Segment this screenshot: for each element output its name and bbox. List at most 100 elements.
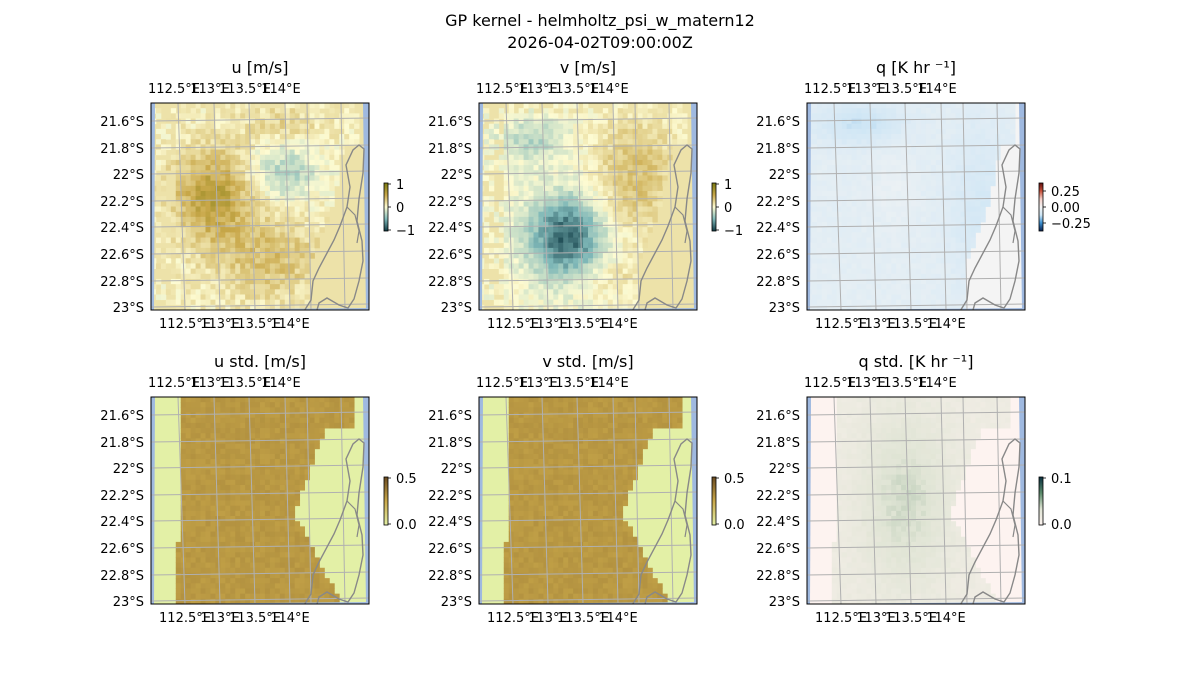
heatmap-cell [861,304,867,310]
heatmap-cell [821,123,828,130]
heatmap-cell [200,273,206,280]
heatmap-cell [876,278,882,285]
heatmap-cell [662,113,668,119]
heatmap-cell [185,175,192,182]
heatmap-cell [185,552,192,558]
heatmap-cell [925,304,932,310]
heatmap-cell [811,263,818,269]
heatmap-cell [240,211,246,218]
heatmap-cell [205,185,211,192]
heatmap-cell [632,273,638,280]
heatmap-cell [264,572,271,579]
lat-tick: 22.2°S [428,195,472,210]
heatmap-cell [602,201,609,207]
heatmap-cell [816,268,823,275]
heatmap-cell [652,134,658,140]
heatmap-cell [583,258,589,264]
heatmap-cell [299,216,305,223]
heatmap-cell [503,196,510,202]
heatmap-cell [811,289,818,295]
heatmap-cell [200,505,206,512]
heatmap-cell [255,536,261,543]
heatmap-cell [269,201,276,207]
heatmap-cell [891,175,897,182]
heatmap-cell [245,505,251,512]
heatmap-cell [230,232,236,238]
heatmap-cell [940,242,947,249]
heatmap-cell [538,289,544,295]
heatmap-cell [861,227,867,233]
heatmap-cell [588,273,594,280]
heatmap-cell [881,175,887,182]
heatmap-cell [955,294,961,301]
heatmap-cell [811,190,818,197]
heatmap-cell [836,134,843,140]
heatmap-cell [195,510,201,517]
heatmap-cell [215,510,221,517]
heatmap-cell [250,479,256,486]
heatmap-cell [896,222,902,228]
heatmap-cell [200,422,206,429]
heatmap-cell [245,402,251,408]
heatmap-cell [816,289,823,295]
heatmap-cell [642,180,648,187]
heatmap-cell [935,299,942,306]
heatmap-cell [622,175,629,182]
heatmap-cell [225,278,231,285]
heatmap-cell [811,165,818,171]
heatmap-cell [264,402,271,408]
heatmap-cell [180,165,187,171]
heatmap-cell [260,113,266,119]
heatmap-cell [210,469,216,476]
heatmap-cell [637,211,643,218]
heatmap-cell [205,258,211,264]
heatmap-cell [841,237,848,244]
heatmap-cell [935,103,942,109]
heatmap-cell [284,154,291,161]
heatmap-cell [602,123,609,130]
heatmap-cell [632,227,638,233]
figure-title-line1: GP kernel - helmholtz_psi_w_matern12 [445,11,755,30]
lon-tick-bottom: 113°E [528,317,568,332]
heatmap-cell [508,304,515,310]
heatmap-cell [533,196,539,202]
heatmap-cell [334,180,340,187]
heatmap-cell [200,206,206,213]
heatmap-cell [533,232,539,238]
heatmap-cell [334,103,340,109]
heatmap-cell [225,588,231,595]
heatmap-cell [185,453,192,460]
lon-tick-top: 113.5°E [875,82,927,97]
heatmap-cell [165,165,172,171]
heatmap-cell [836,103,843,109]
heatmap-cell [235,103,241,109]
heatmap-cell [891,227,897,233]
heatmap-cell [309,237,315,244]
heatmap-cell [672,128,678,135]
heatmap-cell [831,134,838,140]
heatmap-cell [945,263,952,269]
heatmap-cell [334,134,340,140]
heatmap-cell [245,201,251,207]
heatmap-cell [851,128,857,135]
heatmap-cell [1005,139,1011,145]
heatmap-cell [607,263,614,269]
heatmap-cell [160,294,167,301]
heatmap-cell [240,201,246,207]
heatmap-cell [185,588,192,595]
heatmap-cell [548,253,554,259]
heatmap-cell [260,144,266,150]
heatmap-cell [538,268,544,275]
heatmap-cell [568,278,574,285]
heatmap-cell [955,289,961,295]
heatmap-cell [836,206,843,213]
heatmap-cell [632,159,638,166]
heatmap-cell [925,278,932,285]
heatmap-cell [920,165,927,171]
heatmap-cell [269,284,276,290]
heatmap-cell [563,201,569,207]
heatmap-cell [269,227,276,233]
heatmap-cell [269,237,276,244]
heatmap-cell [985,128,991,135]
heatmap-cell [906,134,912,140]
